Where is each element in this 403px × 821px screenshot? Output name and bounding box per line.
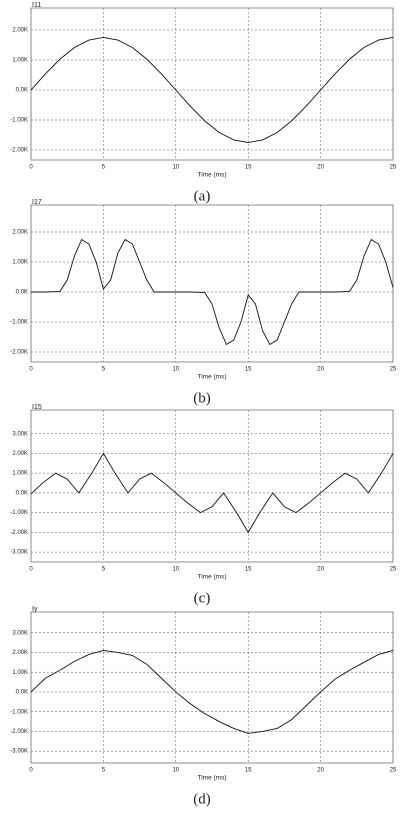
y-tick-label: 3.00K bbox=[12, 630, 28, 636]
x-axis-label: Time (ms) bbox=[197, 172, 226, 179]
x-tick-label: 5 bbox=[102, 165, 106, 171]
plot-frame bbox=[30, 204, 394, 363]
chart-title: I15 bbox=[32, 404, 42, 411]
caption: (a) bbox=[194, 188, 211, 204]
y-tick-label: 2.00K bbox=[12, 230, 28, 236]
x-tick-label: 20 bbox=[317, 768, 324, 774]
x-tick-label: 0 bbox=[29, 367, 33, 373]
caption: (d) bbox=[193, 791, 211, 807]
x-tick-label: 0 bbox=[29, 165, 33, 171]
y-tick-label: -2.00K bbox=[10, 350, 28, 356]
y-tick-label: -1.00K bbox=[10, 510, 28, 516]
y-tick-label: -1.00K bbox=[10, 320, 28, 326]
plot-frame bbox=[30, 7, 394, 161]
x-tick-label: 20 bbox=[317, 165, 324, 171]
y-tick-label: 0.0K bbox=[16, 490, 28, 496]
y-tick-label: -3.00K bbox=[10, 550, 28, 556]
x-tick-label: 15 bbox=[245, 367, 252, 373]
chart-title: I11 bbox=[32, 2, 41, 9]
y-tick-label: 1.00K bbox=[12, 260, 28, 266]
y-tick-label: -2.00K bbox=[10, 530, 28, 536]
data-line bbox=[30, 37, 394, 143]
x-tick-label: 15 bbox=[245, 768, 252, 774]
x-tick-label: 20 bbox=[317, 567, 324, 573]
x-tick-label: 0 bbox=[29, 567, 33, 573]
y-tick-label: 2.00K bbox=[12, 650, 28, 656]
x-tick-label: 5 bbox=[102, 567, 106, 573]
x-tick-label: 10 bbox=[172, 567, 179, 573]
y-tick-label: 2.00K bbox=[12, 28, 28, 34]
y-tick-label: -1.00K bbox=[10, 118, 28, 124]
x-tick-label: 0 bbox=[29, 768, 33, 774]
data-line bbox=[30, 452, 394, 534]
y-tick-label: -2.00K bbox=[10, 729, 28, 735]
y-tick-label: 1.00K bbox=[12, 58, 28, 64]
x-tick-label: 20 bbox=[317, 367, 324, 373]
x-tick-label: 10 bbox=[172, 768, 179, 774]
x-axis-label: Time (ms) bbox=[197, 574, 226, 581]
x-tick-label: 25 bbox=[390, 768, 397, 774]
data-line bbox=[31, 238, 394, 346]
x-tick-label: 10 bbox=[172, 367, 179, 373]
y-tick-label: 1.00K bbox=[12, 471, 28, 477]
x-tick-label: 15 bbox=[245, 567, 252, 573]
y-tick-label: -2.00K bbox=[10, 148, 28, 154]
x-tick-label: 10 bbox=[172, 165, 179, 171]
x-tick-label: 25 bbox=[390, 567, 397, 573]
x-tick-label: 15 bbox=[245, 165, 252, 171]
x-tick-label: 25 bbox=[390, 367, 397, 373]
x-tick-label: 5 bbox=[102, 768, 106, 774]
x-axis-label: Time (ms) bbox=[197, 775, 226, 782]
y-tick-label: 0.0K bbox=[16, 290, 28, 296]
x-tick-label: 5 bbox=[102, 367, 106, 373]
y-tick-label: 3.00K bbox=[12, 431, 28, 437]
y-tick-label: 2.00K bbox=[12, 451, 28, 457]
y-tick-label: 0.0K bbox=[16, 88, 28, 94]
plot-frame bbox=[30, 611, 394, 764]
y-tick-label: -3.00K bbox=[10, 749, 28, 755]
plot-frame bbox=[30, 409, 394, 563]
data-line bbox=[30, 650, 394, 734]
y-tick-label: 0.0K bbox=[16, 690, 28, 696]
caption: (b) bbox=[193, 390, 211, 406]
chart-title: Iy bbox=[32, 606, 38, 613]
y-tick-label: -1.00K bbox=[10, 709, 28, 715]
y-tick-label: 1.00K bbox=[12, 670, 28, 676]
chart-title: I17 bbox=[32, 199, 42, 206]
x-axis-label: Time (ms) bbox=[197, 374, 226, 381]
caption: (c) bbox=[194, 590, 211, 606]
x-tick-label: 25 bbox=[390, 165, 397, 171]
